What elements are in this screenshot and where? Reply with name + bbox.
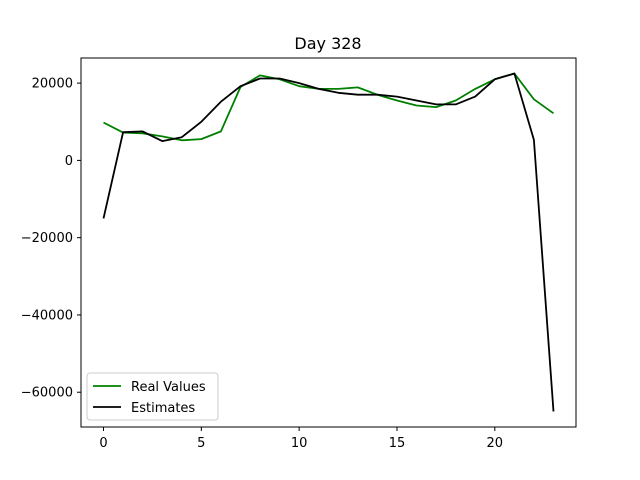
axes: 0 5 10 15 20 −60000 −40000 −20000 0 20000 [21,57,577,451]
x-tick-label: 0 [99,436,107,451]
plot-area [102,72,555,412]
plot-frame [80,57,577,428]
legend: Real Values Estimates [86,372,219,421]
y-tick-label: −40000 [21,308,73,323]
x-tick-label: 20 [487,436,504,451]
x-tick-label: 10 [291,436,308,451]
series-line-real-values [103,72,555,142]
legend-box [86,372,219,421]
series-line-estimates [102,72,555,412]
y-tick-label: 20000 [32,77,73,92]
legend-label: Real Values [131,380,206,395]
chart-title: Day 328 [294,34,361,53]
legend-label: Estimates [131,401,195,416]
x-tick-label: 15 [389,436,406,451]
y-tick-label: 0 [65,154,73,169]
y-tick-label: −60000 [21,386,73,401]
y-tick-label: −20000 [21,231,73,246]
x-tick-label: 5 [197,436,205,451]
